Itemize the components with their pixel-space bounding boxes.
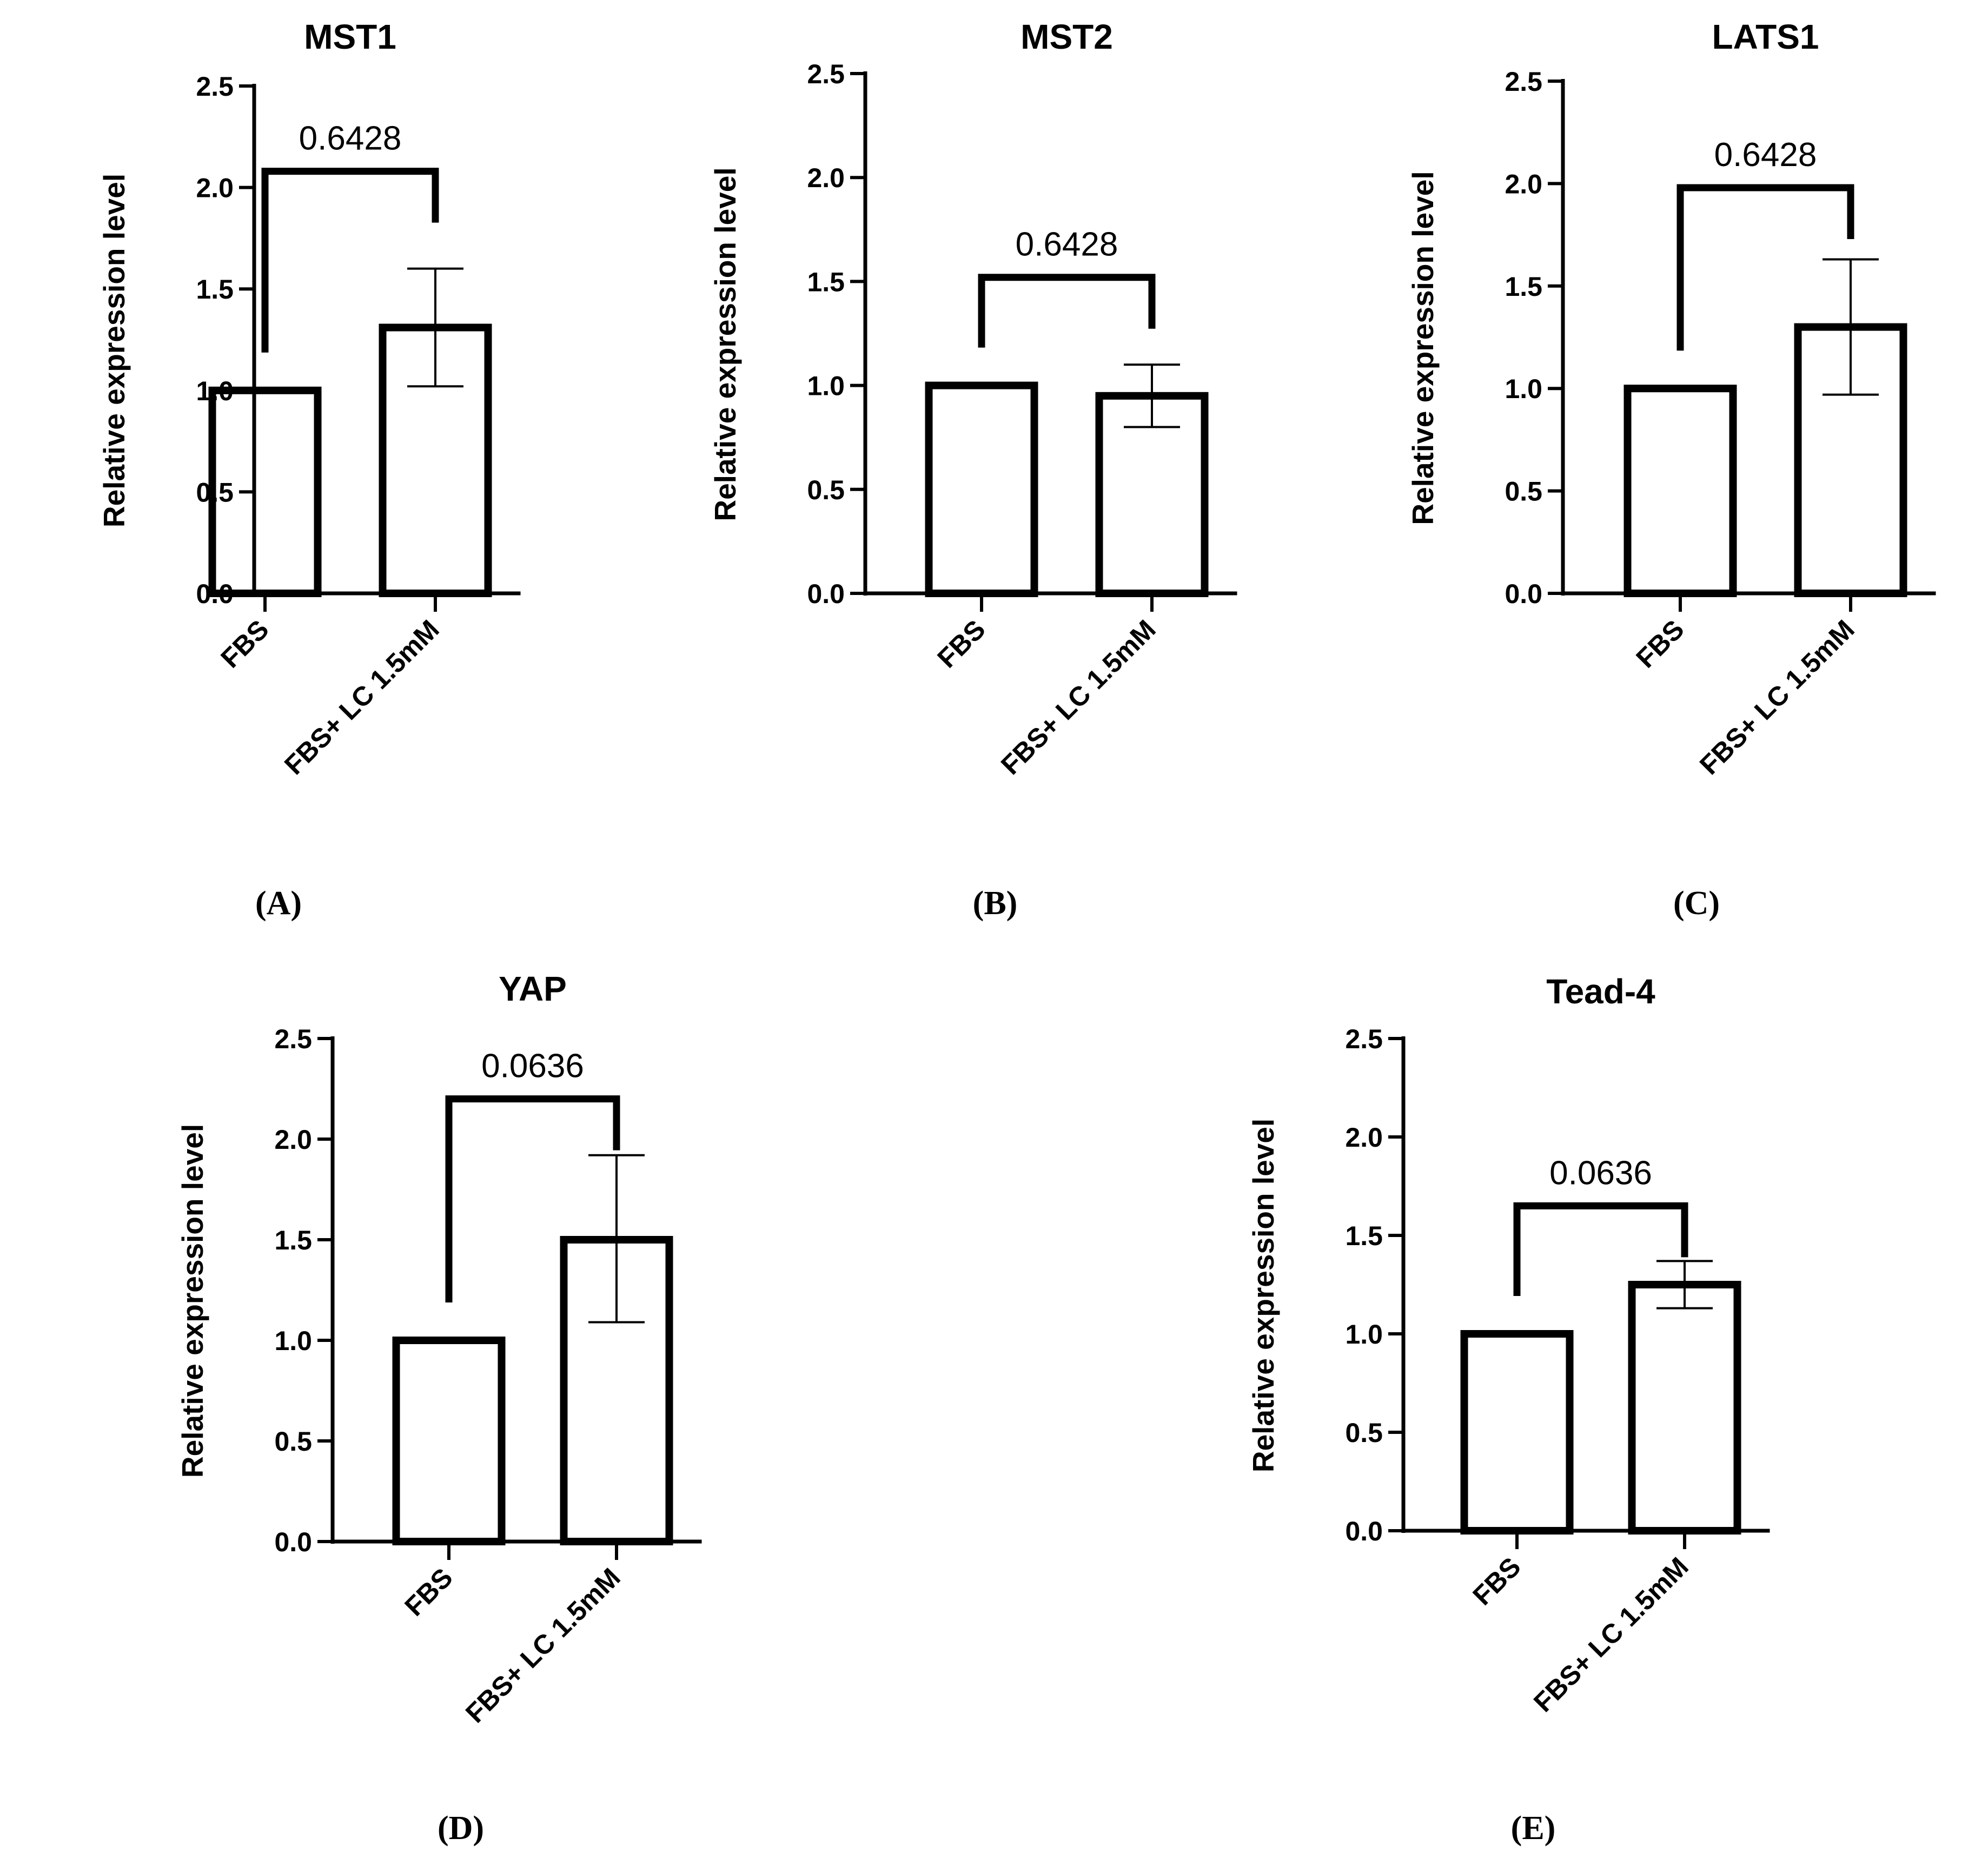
y-tick-label: 2.0 bbox=[1345, 1122, 1383, 1153]
y-tick-label: 1.0 bbox=[1345, 1319, 1383, 1350]
p-value-label: 0.6428 bbox=[1016, 226, 1118, 263]
chart-panel-b: MST2 0.0 0.5 1.0 1.5 2.0 2.5 Relative expressio… bbox=[708, 17, 1237, 922]
p-value-label: 0.6428 bbox=[299, 120, 402, 157]
chart-title: LATS1 bbox=[1712, 17, 1819, 56]
y-tick-label: 2.5 bbox=[1345, 1024, 1383, 1054]
y-axis-label: Relative expression level bbox=[708, 167, 742, 521]
y-tick-label: 2.0 bbox=[196, 173, 234, 203]
x-category-label: FBS bbox=[1630, 614, 1689, 673]
panel-label: (A) bbox=[255, 885, 302, 922]
chart-title: YAP bbox=[499, 969, 567, 1008]
y-axis-label: Relative expression level bbox=[1406, 171, 1440, 525]
y-tick-label: 1.5 bbox=[807, 267, 845, 297]
p-value-label: 0.6428 bbox=[1714, 136, 1817, 174]
x-category-label: FBS bbox=[931, 614, 991, 673]
y-tick-label: 1.0 bbox=[274, 1326, 312, 1356]
chart-panel-d: YAP 0.0 0.5 1.0 1.5 2.0 2.5 Relative expression… bbox=[176, 969, 702, 1847]
y-tick-label: 1.5 bbox=[196, 274, 234, 305]
bar-fbs bbox=[1460, 1330, 1574, 1535]
y-tick-label: 0.0 bbox=[807, 579, 845, 609]
y-axis-label: Relative expression level bbox=[176, 1124, 209, 1478]
bar-fbs bbox=[392, 1337, 506, 1545]
chart-title: Tead-4 bbox=[1546, 972, 1655, 1011]
y-tick-label: 2.0 bbox=[1505, 169, 1542, 199]
y-tick-label: 1.0 bbox=[807, 371, 845, 401]
significance-bracket bbox=[261, 168, 439, 353]
x-category-label: FBS bbox=[399, 1562, 458, 1622]
x-category-label: FBS+ LC 1.5mM bbox=[1528, 1551, 1694, 1718]
significance-bracket bbox=[445, 1095, 620, 1302]
x-category-label: FBS bbox=[215, 614, 274, 673]
x-category-label: FBS+ LC 1.5mM bbox=[279, 614, 445, 781]
y-tick-label: 0.5 bbox=[1345, 1418, 1383, 1448]
significance-bracket bbox=[1513, 1202, 1688, 1296]
y-tick-label: 0.0 bbox=[1345, 1516, 1383, 1546]
y-tick-label: 0.5 bbox=[1505, 477, 1542, 507]
y-tick-label: 2.0 bbox=[807, 163, 845, 193]
bar-fbs-lc bbox=[1628, 1281, 1741, 1535]
y-tick-label: 1.5 bbox=[274, 1225, 312, 1255]
y-axis-label: Relative expression level bbox=[97, 174, 131, 527]
x-category-label: FBS bbox=[1467, 1551, 1526, 1611]
significance-bracket bbox=[978, 274, 1156, 348]
chart-panel-c: LATS1 0.0 0.5 1.0 1.5 2.0 2.5 Relative expressi… bbox=[1406, 17, 1936, 922]
panel-label: (B) bbox=[973, 885, 1018, 922]
panel-label: (C) bbox=[1673, 885, 1720, 922]
bar-fbs bbox=[1623, 385, 1737, 597]
y-tick-label: 0.0 bbox=[274, 1527, 312, 1557]
y-tick-label: 0.5 bbox=[807, 475, 845, 505]
y-tick-label: 2.5 bbox=[196, 71, 234, 102]
panel-label: (E) bbox=[1511, 1810, 1556, 1847]
bar-fbs bbox=[925, 381, 1038, 597]
p-value-label: 0.0636 bbox=[1549, 1154, 1652, 1192]
x-category-label: FBS+ LC 1.5mM bbox=[995, 614, 1162, 781]
chart-title: MST1 bbox=[304, 17, 396, 56]
y-tick-label: 2.0 bbox=[274, 1125, 312, 1155]
significance-bracket bbox=[1676, 184, 1854, 351]
y-tick-label: 2.5 bbox=[807, 59, 845, 89]
chart-panel-e: Tead-4 0.0 0.5 1.0 1.5 2.0 2.5 Relative express… bbox=[1247, 972, 1770, 1847]
panel-label: (D) bbox=[438, 1810, 484, 1847]
y-axis-label: Relative expression level bbox=[1247, 1119, 1280, 1472]
y-tick-label: 0.5 bbox=[274, 1426, 312, 1457]
y-tick-label: 2.5 bbox=[1505, 67, 1542, 97]
chart-title: MST2 bbox=[1020, 17, 1113, 56]
y-tick-label: 2.5 bbox=[274, 1024, 312, 1054]
y-tick-label: 1.0 bbox=[1505, 374, 1542, 404]
p-value-label: 0.0636 bbox=[481, 1048, 584, 1085]
x-category-label: FBS+ LC 1.5mM bbox=[1694, 614, 1860, 781]
x-category-label: FBS+ LC 1.5mM bbox=[460, 1562, 626, 1729]
y-tick-label: 0.0 bbox=[1505, 579, 1542, 609]
y-tick-label: 1.5 bbox=[1505, 272, 1542, 302]
y-tick-label: 1.5 bbox=[1345, 1221, 1383, 1251]
